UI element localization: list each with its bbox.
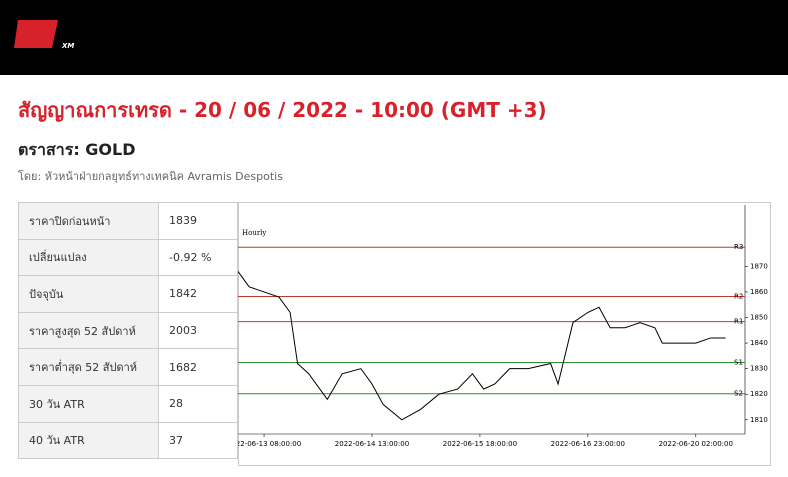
y-tick-label: 1840 <box>750 339 768 347</box>
table-row: 40 วัน ATR 37 <box>18 421 238 460</box>
y-tick-label: 1820 <box>750 390 768 398</box>
table-row: เปลี่ยนแปลง -0.92 % <box>18 238 238 277</box>
logo: XM <box>14 20 74 50</box>
table-cell: 37 <box>158 421 238 460</box>
level-label: R3 <box>734 243 743 251</box>
table-cell: 40 วัน ATR <box>18 421 159 460</box>
table-cell: 1839 <box>158 202 238 240</box>
table-cell: 30 วัน ATR <box>18 384 159 423</box>
x-tick-label: 2022-06-14 13:00:00 <box>335 440 409 448</box>
x-tick-label: 2022-06-15 18:00:00 <box>443 440 517 448</box>
table-row: ปัจจุบัน 1842 <box>18 275 238 313</box>
y-tick-label: 1810 <box>750 416 768 424</box>
y-tick-label: 1830 <box>750 365 768 373</box>
logo-text: XM <box>61 42 74 50</box>
x-tick-label: 2022-06-13 08:00:00 <box>238 440 301 448</box>
table-cell: 1842 <box>158 275 238 313</box>
chart: Hourly 1810 1820 1830 1840 1850 1860 1870 2022-… <box>238 202 771 466</box>
table-cell: ราคาต่ำสุด 52 สัปดาห์ <box>18 348 159 386</box>
table-row: ราคาต่ำสุด 52 สัปดาห์ 1682 <box>18 348 238 386</box>
level-label: R2 <box>734 293 743 301</box>
price-line <box>238 271 726 421</box>
stats-table: ราคาปิดก่อนหน้า 1839 เปลี่ยนแปลง -0.92 % ปัจ… <box>18 202 238 460</box>
table-cell: ราคาสูงสุด 52 สัปดาห์ <box>18 311 159 350</box>
table-cell: เปลี่ยนแปลง <box>18 238 159 277</box>
table-row: ราคาสูงสุด 52 สัปดาห์ 2003 <box>18 311 238 350</box>
table-cell: ปัจจุบัน <box>18 275 159 313</box>
level-label: S2 <box>734 390 743 398</box>
y-tick-label: 1870 <box>750 262 768 270</box>
y-tick-label: 1850 <box>750 314 768 322</box>
table-cell: ราคาปิดก่อนหน้า <box>18 202 159 240</box>
chart-frame <box>238 202 771 466</box>
logo-mark <box>14 20 58 48</box>
x-tick-label: 2022-06-20 02:00:00 <box>659 440 733 448</box>
table-cell: 2003 <box>158 311 238 350</box>
title: สัญญาณการเทรด - 20 / 06 / 2022 - 10:00 (… <box>18 98 547 122</box>
level-label: S1 <box>734 359 743 367</box>
table-cell: 28 <box>158 384 238 423</box>
y-tick-label: 1860 <box>750 288 768 296</box>
x-tick-label: 2022-06-16 23:00:00 <box>551 440 625 448</box>
header: XM <box>0 0 788 75</box>
instrument: ตราสาร: GOLD <box>18 140 136 159</box>
table-cell: -0.92 % <box>158 238 238 277</box>
level-label: R1 <box>734 318 743 326</box>
table-row: 30 วัน ATR 28 <box>18 384 238 423</box>
table-cell: 1682 <box>158 348 238 386</box>
chart-title: Hourly <box>242 229 266 237</box>
table-row: ราคาปิดก่อนหน้า 1839 <box>18 202 238 240</box>
byline: โดย: หัวหน้าฝ่ายกลยุทธ์ทางเทคนิค Avramis… <box>18 170 283 183</box>
